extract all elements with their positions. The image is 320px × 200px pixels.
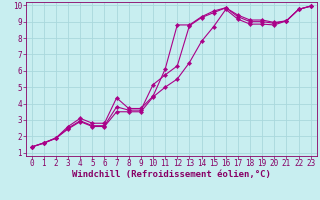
X-axis label: Windchill (Refroidissement éolien,°C): Windchill (Refroidissement éolien,°C) [72, 170, 271, 179]
